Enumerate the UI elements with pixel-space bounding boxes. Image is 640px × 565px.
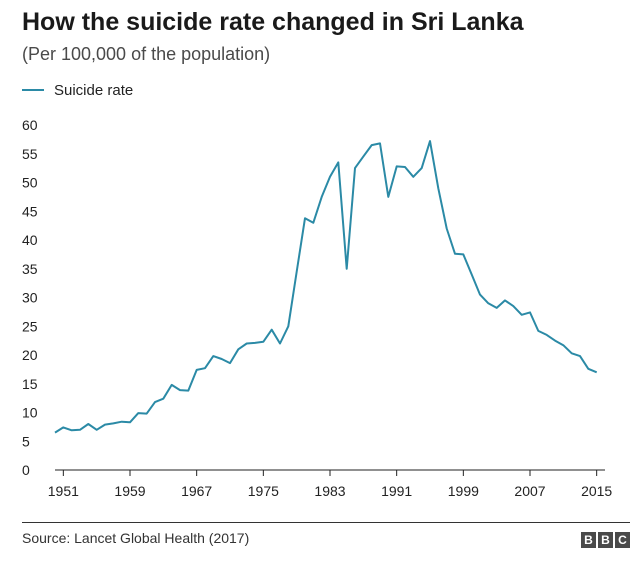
y-tick-label: 10 bbox=[22, 405, 38, 421]
y-tick-label: 25 bbox=[22, 318, 38, 334]
x-tick-label: 1991 bbox=[381, 483, 412, 499]
y-tick-label: 15 bbox=[22, 376, 38, 392]
x-tick-label: 1951 bbox=[48, 483, 79, 499]
y-tick-label: 55 bbox=[22, 146, 38, 162]
bbc-logo-letter: B bbox=[581, 532, 596, 548]
chart-subtitle: (Per 100,000 of the population) bbox=[22, 44, 271, 64]
x-tick-label: 1983 bbox=[314, 483, 345, 499]
y-tick-label: 20 bbox=[22, 347, 38, 363]
y-tick-label: 60 bbox=[22, 117, 38, 133]
y-tick-label: 40 bbox=[22, 232, 38, 248]
legend-swatch-suicide-rate bbox=[22, 89, 44, 91]
source-note: Source: Lancet Global Health (2017) bbox=[22, 530, 250, 546]
x-tick-label: 1975 bbox=[248, 483, 279, 499]
legend-label-suicide-rate: Suicide rate bbox=[54, 81, 134, 99]
footer-divider bbox=[22, 522, 630, 523]
bbc-logo-letter: B bbox=[598, 532, 613, 548]
x-tick-label: 2007 bbox=[514, 483, 545, 499]
bbc-logo: B B C bbox=[581, 532, 630, 548]
series-line-suicide-rate bbox=[54, 140, 598, 434]
x-tick-label: 1999 bbox=[448, 483, 479, 499]
legend: Suicide rate bbox=[22, 80, 133, 100]
y-tick-label: 0 bbox=[22, 462, 30, 478]
x-tick-label: 1959 bbox=[114, 483, 145, 499]
y-tick-label: 50 bbox=[22, 175, 38, 191]
y-tick-label: 5 bbox=[22, 433, 30, 449]
x-tick-label: 2015 bbox=[581, 483, 612, 499]
y-tick-label: 35 bbox=[22, 261, 38, 277]
y-tick-label: 30 bbox=[22, 290, 38, 306]
line-chart: 0 5 10 15 20 25 30 35 40 45 50 55 60 1951 1959 1967 1975… bbox=[22, 117, 612, 499]
x-tick-label: 1967 bbox=[181, 483, 212, 499]
bbc-logo-letter: C bbox=[615, 532, 630, 548]
y-tick-label: 45 bbox=[22, 203, 38, 219]
chart-title: How the suicide rate changed in Sri Lank… bbox=[22, 8, 524, 36]
